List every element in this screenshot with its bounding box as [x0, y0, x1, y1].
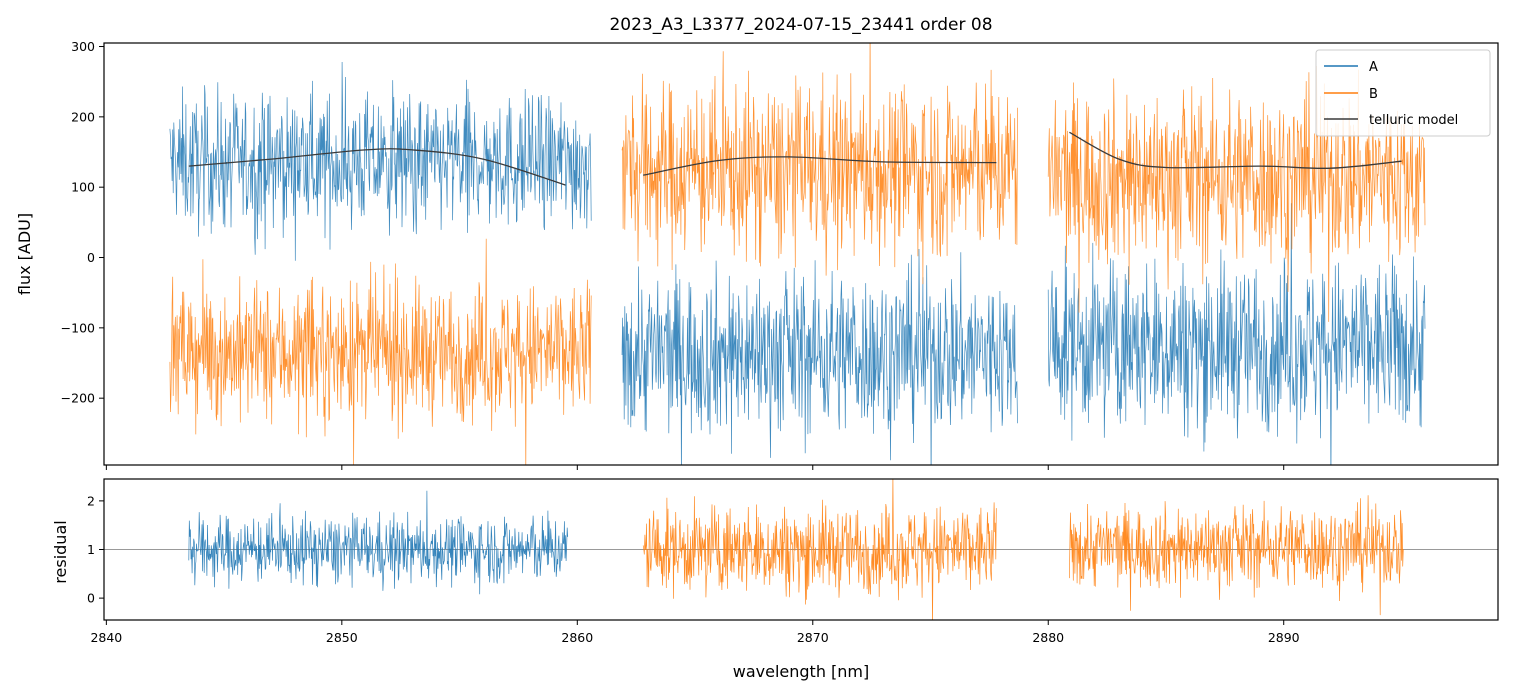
residual-panel: 0 1 2 2840 2850 2860 2870 2880 2890 residual wa… — [51, 478, 1499, 681]
flux-ytick-label: −200 — [61, 391, 95, 406]
telluric-model-segment-1 — [188, 148, 566, 186]
flux-panel: −200 −100 0 100 200 300 flux [ADU] A B tellur… — [15, 39, 1499, 470]
series-b-segment-3 — [1047, 65, 1426, 322]
telluric-model-segment-2 — [643, 156, 997, 176]
legend-label-a: A — [1369, 60, 1378, 75]
flux-ytick-label: 0 — [87, 250, 95, 265]
residual-axis-label: residual — [51, 520, 70, 583]
legend-label-model: telluric model — [1369, 113, 1458, 128]
residual-ytick-label: 1 — [87, 542, 95, 557]
residual-segment-3 — [1069, 495, 1404, 616]
wavelength-axis-label: wavelength [nm] — [733, 662, 870, 681]
residual-segment-2 — [642, 479, 997, 620]
residual-xtick-label: 2890 — [1268, 630, 1300, 645]
legend-box — [1315, 49, 1491, 137]
flux-ytick-label: 100 — [71, 180, 95, 195]
residual-xtick-label: 2850 — [326, 630, 358, 645]
residual-ytick-label: 0 — [87, 591, 95, 606]
residual-segment-1 — [188, 490, 569, 595]
legend-label-b: B — [1369, 87, 1378, 102]
telluric-model-segment-3 — [1069, 131, 1402, 169]
series-b-segment-2 — [621, 43, 1018, 285]
series-b-segment-1 — [169, 238, 592, 465]
series-a-segment-1 — [169, 61, 592, 261]
flux-axis-label: flux [ADU] — [15, 213, 34, 295]
residual-xtick-label: 2840 — [90, 630, 122, 645]
flux-ytick-label: 200 — [71, 109, 95, 124]
series-a-segment-3 — [1047, 203, 1426, 465]
residual-xtick-label: 2860 — [561, 630, 593, 645]
chart-title: 2023_A3_L3377_2024-07-15_23441 order 08 — [609, 15, 992, 35]
flux-ytick-label: 300 — [71, 39, 95, 54]
series-a-segment-2 — [621, 248, 1018, 465]
residual-xtick-label: 2880 — [1032, 630, 1064, 645]
flux-ytick-label: −100 — [61, 320, 95, 335]
residual-xtick-label: 2870 — [797, 630, 829, 645]
residual-ytick-label: 2 — [87, 493, 95, 508]
legend: A B telluric model — [1315, 49, 1491, 137]
flux-panel-frame — [103, 42, 1499, 466]
